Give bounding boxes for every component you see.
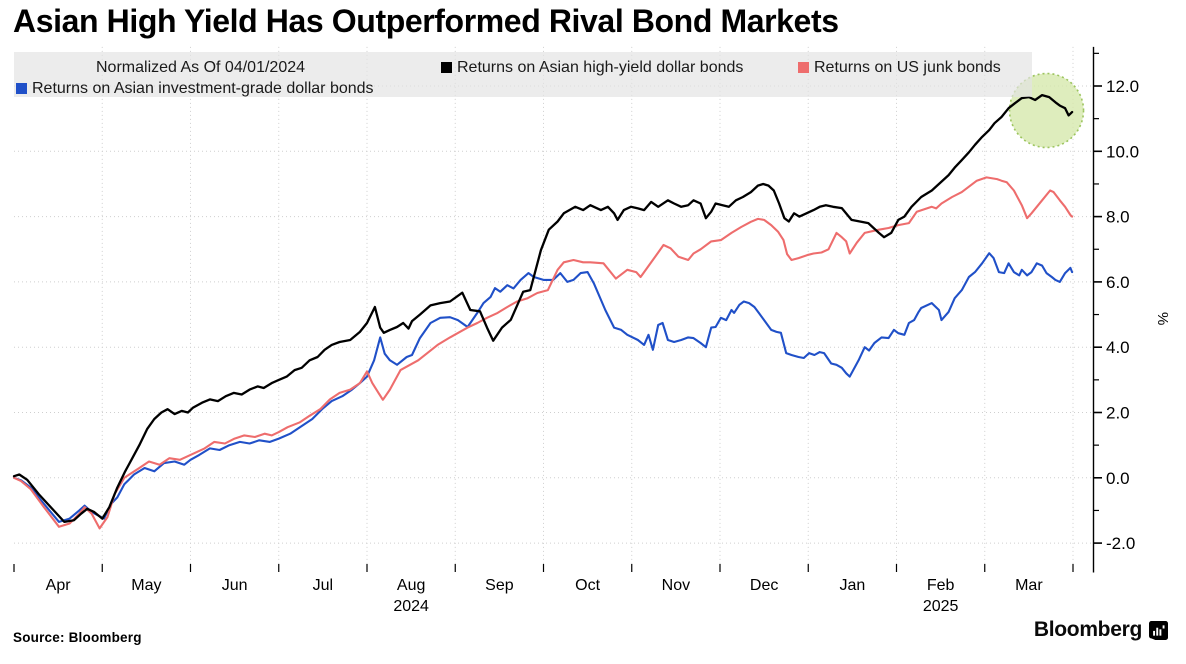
legend-note-label: Normalized As Of 04/01/2024 <box>96 59 306 76</box>
bloomberg-wordmark: Bloomberg <box>1033 618 1142 641</box>
x-month-label: Jan <box>839 577 865 594</box>
x-month-label: Aug <box>397 577 425 594</box>
legend-band <box>14 52 1032 97</box>
x-year-label: 2024 <box>393 598 429 615</box>
series-line-2 <box>12 252 1074 523</box>
bloomberg-logo: Bloomberg <box>1034 618 1168 642</box>
series-line-1 <box>12 176 1074 530</box>
y-tick-label: 12.0 <box>1106 77 1139 96</box>
y-axis-unit-label: % <box>1154 312 1171 325</box>
legend-swatch-black-icon <box>441 62 452 73</box>
legend-item-us-junk: Returns on US junk bonds <box>798 59 1001 76</box>
series-line-0 <box>12 93 1074 524</box>
x-month-label: Jun <box>222 577 248 594</box>
x-month-label: Nov <box>662 577 690 594</box>
y-tick-label: 10.0 <box>1106 142 1139 161</box>
page-title: Asian High Yield Has Outperformed Rival … <box>13 3 839 39</box>
y-tick-label: -2.0 <box>1106 534 1135 553</box>
y-tick-label: 6.0 <box>1106 273 1130 292</box>
y-tick-label: 4.0 <box>1106 338 1130 357</box>
x-month-label: Sep <box>485 577 514 594</box>
x-month-label: Oct <box>575 577 600 594</box>
legend-item-label: Returns on Asian investment-grade dollar… <box>32 80 374 97</box>
x-year-label: 2025 <box>923 598 959 615</box>
x-month-label: Dec <box>750 577 778 594</box>
legend-swatch-red-icon <box>798 62 809 73</box>
bloomberg-terminal-icon <box>1149 620 1168 640</box>
legend-swatch-blue-icon <box>16 83 27 94</box>
y-tick-label: 8.0 <box>1106 208 1130 227</box>
legend-item-asian-high-yield: Returns on Asian high-yield dollar bonds <box>441 59 743 76</box>
x-month-label: Apr <box>46 577 72 594</box>
source-credit: Source: Bloomberg <box>13 630 142 645</box>
x-month-label: Mar <box>1015 577 1043 594</box>
legend-note: Normalized As Of 04/01/2024 <box>96 59 305 76</box>
x-month-label: Feb <box>927 577 955 594</box>
y-tick-label: 2.0 <box>1106 404 1130 423</box>
legend-item-label: Returns on Asian high-yield dollar bonds <box>457 59 744 76</box>
y-tick-label: 0.0 <box>1106 469 1130 488</box>
legend-item-label: Returns on US junk bonds <box>814 59 1001 76</box>
x-month-label: May <box>131 577 161 594</box>
x-month-label: Jul <box>313 577 333 594</box>
legend-item-asian-investment-grade: Returns on Asian investment-grade dollar… <box>16 80 374 97</box>
